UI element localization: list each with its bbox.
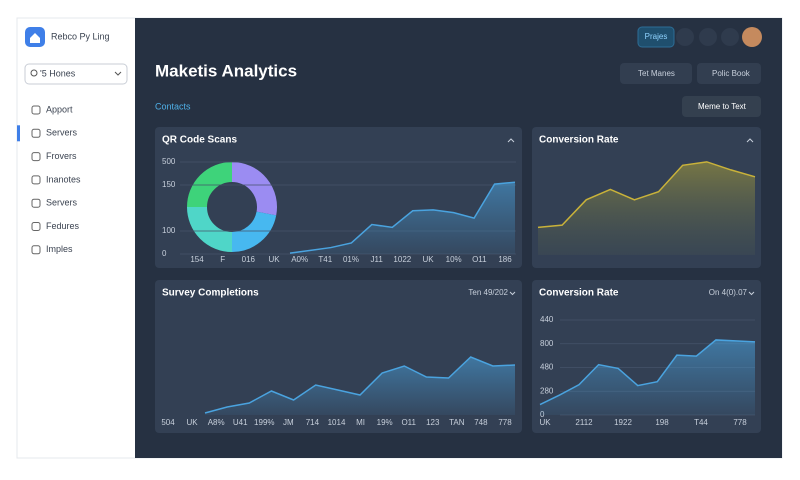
- collapse-caret: [507, 138, 515, 143]
- y-tick-label: 0: [162, 249, 167, 258]
- nav-icon: [31, 245, 41, 255]
- nav-icon: [31, 105, 41, 115]
- x-label: 198: [655, 418, 669, 427]
- nav-item[interactable]: Servers: [46, 128, 78, 138]
- x-label: 1014: [328, 418, 346, 427]
- area-fill: [540, 339, 755, 415]
- donut-segment: [231, 211, 277, 252]
- nav-item[interactable]: Imples: [46, 244, 73, 254]
- nav-icon: [31, 198, 41, 208]
- x-label: J11: [371, 255, 384, 264]
- nav-icon: [31, 152, 41, 162]
- x-label: 10%: [446, 255, 462, 264]
- panel-dropdown[interactable]: Ten 49/202: [468, 288, 508, 297]
- nav-item[interactable]: Inanotes: [46, 174, 81, 184]
- x-label: UK: [422, 255, 434, 264]
- line: [539, 339, 756, 406]
- x-label: 19%: [377, 418, 393, 427]
- line: [537, 161, 756, 229]
- x-label: 199%: [254, 418, 274, 427]
- nav-item[interactable]: Frovers: [46, 151, 77, 161]
- top-button[interactable]: [637, 26, 675, 48]
- search-button[interactable]: [676, 28, 694, 46]
- x-label: U41: [233, 418, 248, 427]
- y-tick-label: 800: [540, 339, 554, 348]
- x-label: UK: [268, 255, 280, 264]
- y-tick-label: 150: [162, 180, 176, 189]
- filter-2-label: Polic Book: [712, 69, 751, 78]
- page-title: Maketis Analytics: [155, 61, 297, 80]
- x-label: TAN: [449, 418, 465, 427]
- nav-item[interactable]: Apport: [46, 104, 73, 114]
- x-label: 123: [426, 418, 440, 427]
- filter-2[interactable]: [697, 63, 761, 84]
- nav-item[interactable]: Servers: [46, 198, 78, 208]
- x-label: O11: [401, 418, 416, 427]
- nav-item[interactable]: Fedures: [46, 221, 80, 231]
- nav-icon: [31, 128, 41, 138]
- logo-icon: [30, 33, 40, 43]
- top-button-label: Prajes: [645, 32, 668, 41]
- x-label: UK: [187, 418, 199, 427]
- x-label: 1022: [393, 255, 411, 264]
- collapse-caret: [746, 138, 754, 143]
- x-label: 778: [733, 418, 747, 427]
- y-tick-label: 440: [540, 315, 554, 324]
- avatar[interactable]: [742, 27, 762, 47]
- x-label: 01%: [343, 255, 359, 264]
- panel-title: Survey Completions: [162, 288, 259, 299]
- y-tick-label: 280: [540, 386, 554, 395]
- x-label: MI: [356, 418, 365, 427]
- donut-segment: [187, 206, 233, 252]
- x-label: 186: [498, 255, 512, 264]
- line: [289, 181, 516, 254]
- x-label: T44: [694, 418, 708, 427]
- search-icon: [30, 69, 38, 77]
- x-label: 714: [306, 418, 320, 427]
- nav-icon: [31, 175, 41, 185]
- x-label: F: [220, 255, 225, 264]
- x-label: UK: [539, 418, 551, 427]
- x-label: 016: [242, 255, 256, 264]
- y-tick-label: 480: [540, 363, 554, 372]
- x-label: 778: [498, 418, 512, 427]
- filter-1[interactable]: [620, 63, 692, 84]
- panel-dropdown[interactable]: On 4(0).07: [709, 288, 748, 297]
- action-button[interactable]: [682, 96, 761, 117]
- user-button[interactable]: [699, 28, 717, 46]
- area-fill: [205, 357, 515, 415]
- x-label: 154: [190, 255, 204, 264]
- dropdown-caret: [509, 291, 516, 296]
- x-label: A0%: [291, 255, 308, 264]
- x-label: O11: [472, 255, 487, 264]
- search-text: '5 Hones: [40, 68, 76, 78]
- action-label: Meme to Text: [698, 102, 747, 111]
- y-tick-label: 500: [162, 157, 176, 166]
- x-label: JM: [283, 418, 294, 427]
- panel-title: Conversion Rate: [539, 135, 619, 146]
- x-label: 504: [161, 418, 175, 427]
- area-fill: [290, 182, 515, 254]
- active-indicator: [17, 125, 20, 142]
- panel-title: Conversion Rate: [539, 288, 619, 299]
- area-fill: [538, 161, 755, 255]
- mail-button[interactable]: [721, 28, 739, 46]
- x-label: 1922: [614, 418, 632, 427]
- x-label: 2112: [575, 418, 593, 427]
- x-label: 748: [474, 418, 488, 427]
- nav-icon: [31, 222, 41, 231]
- contacts-link[interactable]: Contacts: [155, 101, 191, 111]
- donut-segment: [187, 162, 233, 208]
- search-box[interactable]: [24, 63, 128, 85]
- x-label: T41: [318, 255, 332, 264]
- line: [204, 356, 516, 414]
- y-tick-label: 100: [162, 226, 176, 235]
- dropdown-caret: [748, 291, 755, 296]
- panel-title: QR Code Scans: [162, 135, 237, 146]
- brand: Rebco Py Ling: [51, 31, 110, 41]
- x-label: A8%: [208, 418, 225, 427]
- filter-1-label: Tet Manes: [638, 69, 675, 78]
- search-caret: [114, 71, 122, 76]
